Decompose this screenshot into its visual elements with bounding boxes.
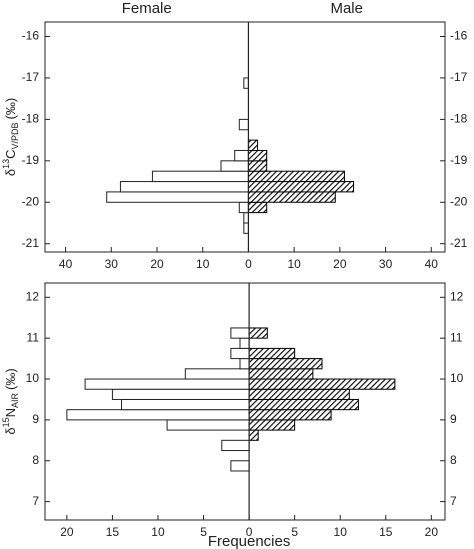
bar [248,398,359,411]
bar [248,347,296,360]
y-tick-label-right: 11 [450,330,463,344]
x-tick-label: 5 [200,525,207,539]
y-tick-label: 8 [32,453,39,467]
y-tick-label-right: -21 [450,236,468,250]
y-tick-label: -18 [22,112,40,126]
x-tick-label: 0 [245,257,252,271]
bar [66,409,250,421]
bar [247,139,259,151]
y-axis-label: δ15NAIR (‰) [1,368,20,434]
plot-frame [44,21,446,253]
bar [248,409,332,421]
bar [121,398,250,411]
y-tick-label-right: -19 [450,153,468,167]
bar [247,181,355,193]
y-tick-label-right: 12 [450,289,464,303]
y-axis-label-part: (‰) [3,368,18,390]
y-tick-label-right: -20 [450,194,468,208]
x-tick-label: 20 [333,257,347,271]
bar [243,222,249,234]
x-tick-label: 0 [246,525,253,539]
x-tick-label: 10 [196,257,210,271]
x-tick-label: 10 [287,257,301,271]
bar [230,327,250,339]
bar [243,77,249,89]
bar [230,460,250,472]
bar [106,191,249,203]
bar [248,358,323,370]
bar [248,378,396,390]
y-tick-label-right: 7 [450,494,457,508]
y-tick-label-right: 8 [450,453,457,467]
y-axis-label-part: AIR [10,393,20,409]
bar [239,358,250,370]
bar [184,368,250,380]
x-tick-label: 20 [425,525,439,539]
x-tick-label: 15 [106,525,120,539]
x-tick-label: 40 [59,257,73,271]
bar [221,439,250,452]
y-tick-label: -19 [22,153,40,167]
y-axis-label-part: N [3,408,18,417]
bar [239,337,250,349]
bar [247,201,268,214]
y-axis-label-part: δ [3,169,18,176]
bar [248,327,268,339]
x-tick-label: 10 [151,525,165,539]
bar [248,388,350,400]
bar [238,118,249,131]
y-axis-label-part: (‰) [3,98,18,120]
bar [230,347,250,360]
x-tick-label: 20 [150,257,164,271]
bar [119,181,249,193]
bar [247,160,268,172]
y-tick-label-right: -16 [450,29,468,43]
bar [220,160,249,172]
y-tick-label: 7 [32,494,39,508]
side-header: Male [330,0,363,17]
x-tick-label: 30 [379,257,393,271]
x-tick-label: 15 [379,525,393,539]
y-tick-label-right: -18 [450,112,468,126]
bar [234,149,249,162]
bar [247,170,345,183]
x-tick-label: 40 [425,257,439,271]
y-axis-label-part: C [3,150,18,159]
bar [247,191,336,203]
y-tick-label-right: 10 [450,371,464,385]
x-axis-label: Frequencies [208,533,291,549]
y-tick-label: -21 [22,236,40,250]
y-tick-label: -16 [22,29,40,43]
x-tick-label: 30 [105,257,119,271]
x-tick-label: 10 [334,525,348,539]
y-tick-label: 10 [26,371,40,385]
y-axis-label-part: V/PDB [10,123,20,150]
bar [247,149,268,162]
y-axis-label-part: 13 [1,159,11,169]
y-tick-label: 9 [32,412,39,426]
bar [248,368,314,380]
bar [238,201,249,214]
y-axis-label: δ13CV/PDB (‰) [1,98,20,176]
y-tick-label-right: 9 [450,412,457,426]
bar [248,429,259,441]
bar [166,419,250,431]
bar [111,388,250,400]
y-tick-label: -20 [22,194,40,208]
y-tick-label: 11 [27,330,40,344]
bar [248,419,296,431]
y-axis-label-part: 15 [1,417,11,427]
bar [151,170,249,183]
y-axis-label-part: δ [3,427,18,434]
y-tick-label-right: -17 [450,70,468,84]
x-tick-label: 20 [60,525,74,539]
y-tick-label: -17 [22,70,40,84]
side-header: Female [122,0,172,17]
x-tick-label: 5 [291,525,298,539]
plot-frame [44,282,446,521]
y-tick-label: 12 [26,289,40,303]
bar [84,378,250,390]
bar [243,212,249,224]
